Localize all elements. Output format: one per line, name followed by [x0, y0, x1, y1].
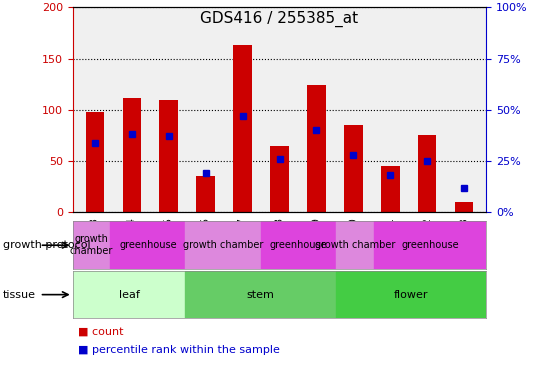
Text: stem: stem	[247, 290, 274, 300]
Bar	[336, 221, 373, 269]
Text: greenhouse: greenhouse	[269, 240, 327, 250]
Bar	[455, 202, 473, 212]
Bar	[260, 221, 336, 269]
Text: growth protocol: growth protocol	[3, 240, 91, 250]
Bar	[196, 176, 215, 212]
Bar	[110, 221, 186, 269]
Bar	[73, 271, 186, 318]
Bar	[373, 221, 486, 269]
Text: GDS416 / 255385_at: GDS416 / 255385_at	[201, 11, 358, 27]
Bar	[186, 221, 260, 269]
Text: flower: flower	[394, 290, 428, 300]
Bar	[344, 125, 363, 212]
Text: ■ count: ■ count	[78, 326, 124, 336]
Text: greenhouse: greenhouse	[401, 240, 459, 250]
Bar	[186, 271, 336, 318]
Bar	[86, 112, 104, 212]
Bar	[336, 271, 486, 318]
Text: leaf: leaf	[119, 290, 140, 300]
Bar	[381, 166, 400, 212]
Bar	[307, 85, 326, 212]
Text: ■ percentile rank within the sample: ■ percentile rank within the sample	[78, 344, 280, 355]
Bar	[73, 221, 110, 269]
Bar	[122, 97, 141, 212]
Text: growth
chamber: growth chamber	[70, 234, 113, 256]
Text: growth chamber: growth chamber	[183, 240, 263, 250]
Bar	[159, 100, 178, 212]
Bar	[418, 135, 437, 212]
Bar	[270, 146, 289, 212]
Text: greenhouse: greenhouse	[119, 240, 177, 250]
Bar	[233, 45, 252, 212]
Text: growth chamber: growth chamber	[315, 240, 395, 250]
Text: tissue: tissue	[3, 290, 36, 300]
